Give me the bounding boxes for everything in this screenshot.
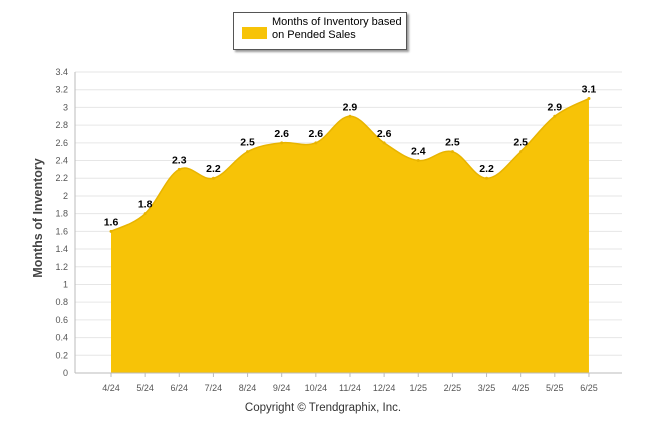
- y-tick-label: 2.8: [55, 120, 68, 130]
- data-label: 1.8: [138, 199, 153, 211]
- copyright-text: Copyright © Trendgraphix, Inc.: [244, 402, 402, 414]
- y-tick-label: 2.6: [55, 138, 68, 148]
- data-point: [587, 97, 591, 101]
- data-label: 2.5: [240, 137, 255, 149]
- y-tick-label: 3.4: [55, 67, 68, 77]
- data-point: [382, 141, 386, 145]
- x-tick-label: 3/25: [478, 383, 496, 393]
- y-tick-label: 0.8: [55, 297, 68, 307]
- data-label: 2.3: [172, 154, 187, 166]
- y-tick-label: 3: [63, 102, 68, 112]
- legend: Months of Inventory based on Pended Sale…: [233, 12, 407, 50]
- x-tick-label: 12/24: [373, 383, 396, 393]
- y-tick-label: 0.4: [55, 333, 68, 343]
- y-tick-label: 2.4: [55, 156, 68, 166]
- data-label: 1.6: [104, 216, 119, 228]
- y-tick-labels: 0 0.2 0.4 0.6 0.8 1 1.2 1.4 1.6 1.8 2 2.2 2.4 2.6 2.8 3…: [55, 67, 68, 378]
- y-tick-label: 2.2: [55, 173, 68, 183]
- data-label: 2.6: [377, 128, 392, 140]
- x-tick-label: 6/24: [171, 383, 189, 393]
- data-label: 2.6: [309, 128, 324, 140]
- legend-label-line-2: on Pended Sales: [272, 29, 356, 41]
- y-axis-title: Months of Inventory: [31, 158, 45, 277]
- data-point: [553, 114, 557, 118]
- y-tick-label: 2: [63, 191, 68, 201]
- y-tick-label: 3.2: [55, 85, 68, 95]
- x-tick-label: 4/24: [102, 383, 120, 393]
- x-tick-label: 10/24: [305, 383, 328, 393]
- axes: [74, 72, 622, 377]
- x-tick-labels: 4/24 5/24 6/24 7/24 8/24 9/24 10/24 11/24 12/24 1…: [102, 383, 597, 393]
- data-point: [450, 150, 454, 154]
- x-tick-label: 9/24: [273, 383, 291, 393]
- data-label: 2.6: [274, 128, 289, 140]
- y-tick-label: 0: [63, 368, 68, 378]
- x-tick-label: 5/24: [136, 383, 154, 393]
- data-label: 2.2: [206, 163, 221, 175]
- data-point: [348, 114, 352, 118]
- y-tick-label: 1.8: [55, 209, 68, 219]
- x-tick-label: 4/25: [512, 383, 530, 393]
- data-point: [519, 150, 523, 154]
- data-point: [416, 159, 420, 163]
- x-tick-label: 7/24: [205, 383, 223, 393]
- legend-swatch: [242, 27, 267, 39]
- data-point: [280, 141, 284, 145]
- x-tick-label: 1/25: [409, 383, 427, 393]
- y-tick-label: 1.2: [55, 262, 68, 272]
- data-point: [314, 141, 318, 145]
- x-tick-label: 6/25: [580, 383, 598, 393]
- y-tick-label: 1.4: [55, 244, 68, 254]
- data-labels: 1.6 1.8 2.3 2.2 2.5 2.6 2.6 2.9 2.6 2.4 2.5 2.2 2.5 2…: [104, 84, 597, 229]
- data-point: [485, 176, 489, 180]
- data-label: 2.4: [411, 146, 426, 158]
- data-point: [246, 150, 250, 154]
- legend-label-line-1: Months of Inventory based: [272, 16, 402, 28]
- data-label: 2.9: [548, 101, 563, 113]
- x-tick-label: 2/25: [444, 383, 462, 393]
- y-tick-label: 1.6: [55, 226, 68, 236]
- y-tick-label: 0.6: [55, 315, 68, 325]
- y-tick-label: 1: [63, 279, 68, 289]
- data-label: 2.9: [343, 101, 358, 113]
- x-tick-label: 11/24: [339, 383, 361, 393]
- data-point: [143, 212, 147, 216]
- data-label: 2.2: [479, 163, 494, 175]
- area-series: [109, 97, 591, 373]
- data-point: [177, 167, 181, 171]
- data-label: 3.1: [582, 84, 597, 96]
- legend-label: Months of Inventory based on Pended Sale…: [272, 16, 406, 42]
- y-tick-label: 0.2: [55, 350, 68, 360]
- data-label: 2.5: [513, 137, 528, 149]
- data-point: [211, 176, 215, 180]
- x-tick-label: 8/24: [239, 383, 257, 393]
- x-tick-label: 5/25: [546, 383, 564, 393]
- data-point: [109, 229, 113, 233]
- data-label: 2.5: [445, 137, 460, 149]
